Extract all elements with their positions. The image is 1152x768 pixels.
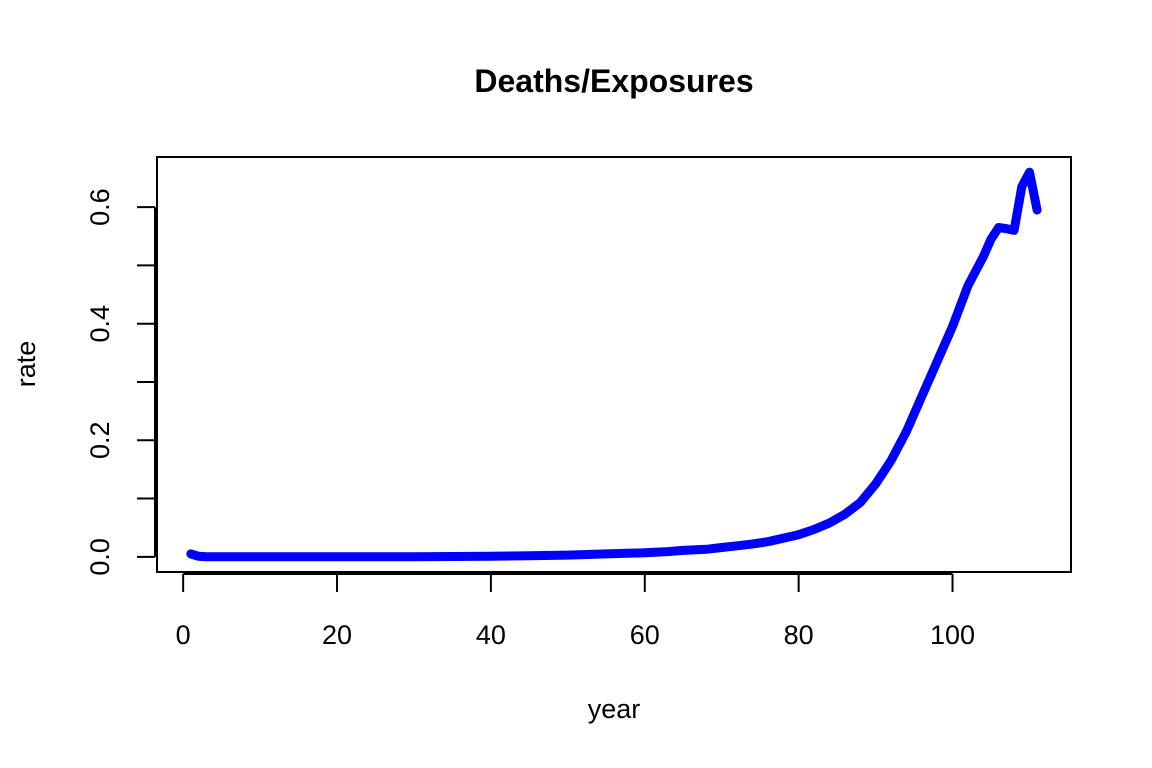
y-axis-label: rate bbox=[11, 341, 41, 388]
x-tick-label: 60 bbox=[630, 620, 660, 650]
x-tick-label: 100 bbox=[930, 620, 975, 650]
series-layer bbox=[186, 167, 1042, 562]
y-axis: 0.0 0.2 0.4 0.6 bbox=[85, 188, 156, 576]
y-tick-label: 0.6 bbox=[85, 188, 115, 226]
plot-frame bbox=[156, 156, 1072, 573]
chart-title: Deaths/Exposures bbox=[474, 63, 753, 99]
y-tick-label: 0.4 bbox=[85, 305, 115, 343]
x-axis: 0 20 40 60 80 100 bbox=[176, 573, 975, 650]
x-tick-label: 20 bbox=[322, 620, 352, 650]
y-tick-label: 0.0 bbox=[85, 538, 115, 576]
x-axis-label: year bbox=[588, 694, 641, 724]
series-line bbox=[186, 167, 1042, 562]
y-tick-label: 0.2 bbox=[85, 421, 115, 459]
x-tick-label: 0 bbox=[176, 620, 191, 650]
x-tick-label: 80 bbox=[784, 620, 814, 650]
x-tick-label: 40 bbox=[476, 620, 506, 650]
